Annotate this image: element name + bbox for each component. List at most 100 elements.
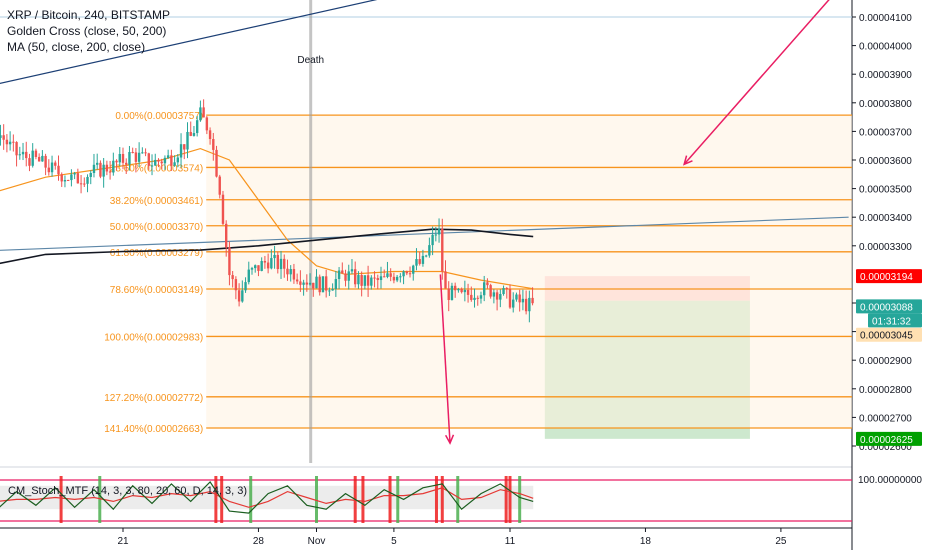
candle-body [15, 142, 18, 156]
candle-body [228, 247, 231, 276]
candle-body [405, 271, 408, 274]
candle-body [341, 270, 344, 274]
arrow-line [683, 0, 830, 165]
fib-level-label: 38.20%(0.00003461) [110, 196, 203, 207]
candle-body [418, 259, 421, 264]
candle-body [328, 290, 331, 292]
time-tick-label: 18 [640, 536, 652, 547]
price-tick-label: 0.00002800 [859, 385, 912, 396]
chart-legend: XRP / Bitcoin, 240, BITSTAMP Golden Cros… [7, 7, 170, 55]
time-tick-label: 21 [117, 536, 129, 547]
candle-body [147, 153, 150, 166]
drawing-annotations[interactable] [439, 0, 839, 445]
arrow-head [683, 155, 693, 166]
candle-body [163, 157, 167, 164]
price-tick-label: 0.00003900 [859, 70, 912, 81]
candle-body [183, 144, 186, 150]
stoch-d-line [0, 487, 534, 508]
time-tick-label: 11 [505, 536, 516, 547]
candle-body [134, 152, 138, 162]
symbol-title[interactable]: XRP / Bitcoin, 240, BITSTAMP [7, 8, 170, 22]
price-tick-label: 0.00004000 [859, 42, 912, 53]
candle-body [173, 162, 176, 166]
price-tick-label: 0.00003800 [859, 99, 912, 110]
candle-body [283, 258, 286, 269]
candle-body [34, 150, 38, 157]
candle-body [505, 288, 508, 290]
candle-body [508, 289, 512, 308]
candle-body [479, 295, 483, 299]
candle-body [324, 276, 328, 291]
candle-body [195, 120, 199, 134]
candle-body [21, 151, 25, 155]
candle-body [521, 298, 525, 303]
candle-body [170, 155, 173, 166]
candle-body [160, 161, 163, 164]
candle-body [308, 282, 312, 285]
arrow-line [439, 274, 451, 444]
fib-level-label: 23.60%(0.00003574) [110, 163, 203, 174]
oscillator-title[interactable]: CM_Stoch_MTF (14, 3, 3, 80, 20, 60, D, 1… [8, 485, 248, 497]
target-price-badge [856, 431, 922, 446]
candle-body [315, 276, 318, 289]
candle-body [225, 223, 228, 248]
candle-body [476, 297, 479, 299]
candle-body [212, 139, 215, 150]
candle-body [334, 279, 338, 290]
stoch-k-line [0, 480, 534, 514]
candle-body [215, 149, 218, 177]
stoch-red-bar [214, 476, 218, 523]
candle-body [337, 270, 341, 280]
candle-body [70, 174, 73, 181]
stoch-red-bar [434, 476, 438, 523]
price-tick-label: 0.00002600 [859, 442, 912, 453]
candle-body [354, 269, 357, 285]
price-tick-label: 0.00003400 [859, 213, 912, 224]
price-tick-label: 0.00003500 [859, 185, 912, 196]
candle-body [234, 279, 238, 291]
candle-body [489, 285, 492, 297]
candle-body [63, 180, 67, 182]
candle-body [386, 273, 389, 277]
target-price-badge-text: 0.00002625 [860, 435, 913, 446]
candlestick-series [0, 99, 534, 323]
candle-body [79, 183, 83, 185]
candle-body [8, 141, 12, 145]
candle-body [318, 276, 321, 293]
candle-body [221, 194, 225, 224]
fib-level-label: 0.00%(0.00003757) [115, 111, 203, 122]
fib-100-badge [856, 327, 922, 342]
price-tick-label: 0.00003700 [859, 127, 912, 138]
candle-body [254, 265, 257, 269]
candle-body [73, 173, 76, 175]
candle-body [247, 269, 250, 283]
candle-body [483, 282, 486, 296]
candle-body [499, 294, 502, 300]
candle-body [515, 294, 518, 300]
candle-body [292, 269, 296, 280]
time-tick-label: 5 [391, 536, 397, 547]
stoch-green-bar [98, 476, 102, 523]
candle-body [457, 289, 460, 291]
candle-body [399, 276, 402, 278]
fib-zone [206, 115, 852, 168]
candle-body [431, 234, 434, 246]
stoch-red-bar [388, 476, 392, 523]
stoch-red-bar [508, 476, 512, 523]
last-price-badge [856, 299, 922, 314]
candle-body [86, 176, 89, 184]
candle-body [373, 277, 376, 279]
candle-body [366, 275, 370, 286]
candle-body [518, 294, 521, 303]
candle-body [295, 279, 299, 282]
stop-price-badge [856, 269, 922, 284]
golden-cross-indicator-label[interactable]: Golden Cross (close, 50, 200) [7, 24, 167, 38]
ma-indicator-label[interactable]: MA (50, close, 200, close) [7, 40, 146, 54]
candle-body [179, 144, 183, 158]
candle-body [441, 228, 444, 272]
candle-body [463, 289, 467, 293]
death-label: Death [297, 55, 324, 66]
stoch-green-bar [249, 476, 253, 523]
